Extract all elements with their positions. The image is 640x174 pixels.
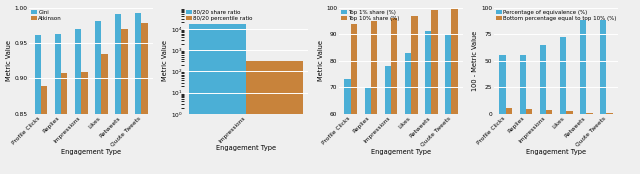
Legend: Gini, Atkinson: Gini, Atkinson [30,9,63,22]
Bar [606,113,612,114]
Y-axis label: Metric Value: Metric Value [6,40,12,81]
Bar [546,110,552,114]
Bar [54,34,61,174]
Bar [385,66,391,174]
Legend: Percentage of equivalence (%), Bottom percentage equal to top 10% (%): Percentage of equivalence (%), Bottom pe… [495,9,618,22]
Bar [445,34,451,174]
Bar [425,31,431,174]
Bar [95,21,101,174]
Bar [600,20,606,114]
X-axis label: Engagement Type: Engagement Type [61,149,121,155]
Bar [506,108,512,114]
Legend: Top 1% share (%), Top 10% share (%): Top 1% share (%), Top 10% share (%) [340,9,401,22]
Bar [246,61,303,174]
Bar [344,79,351,174]
X-axis label: Engagement Type: Engagement Type [371,149,431,155]
Bar [135,13,141,174]
Bar [121,29,127,174]
Bar [586,113,593,114]
X-axis label: Engagement Type: Engagement Type [216,145,276,151]
Bar [365,87,371,174]
Legend: 80/20 share ratio, 80/20 percentile ratio: 80/20 share ratio, 80/20 percentile rati… [185,9,254,22]
Bar [141,23,148,174]
Bar [404,53,411,174]
Bar [540,45,546,114]
Bar [35,35,41,174]
Y-axis label: 100 - Metric Value: 100 - Metric Value [472,31,479,91]
Y-axis label: Metric Value: Metric Value [162,40,168,81]
Bar [81,72,88,174]
Bar [526,109,532,114]
Bar [411,15,417,174]
X-axis label: Engagement Type: Engagement Type [526,149,586,155]
Bar [431,10,438,174]
Bar [189,24,246,174]
Bar [566,111,573,114]
Bar [61,73,67,174]
Bar [391,18,397,174]
Bar [101,54,108,174]
Bar [499,56,506,114]
Bar [451,7,458,174]
Bar [115,14,121,174]
Bar [75,29,81,174]
Bar [371,21,378,174]
Bar [580,20,586,114]
Bar [41,86,47,174]
Y-axis label: Metric Value: Metric Value [317,40,323,81]
Bar [351,23,357,174]
Bar [520,56,526,114]
Bar [559,37,566,114]
